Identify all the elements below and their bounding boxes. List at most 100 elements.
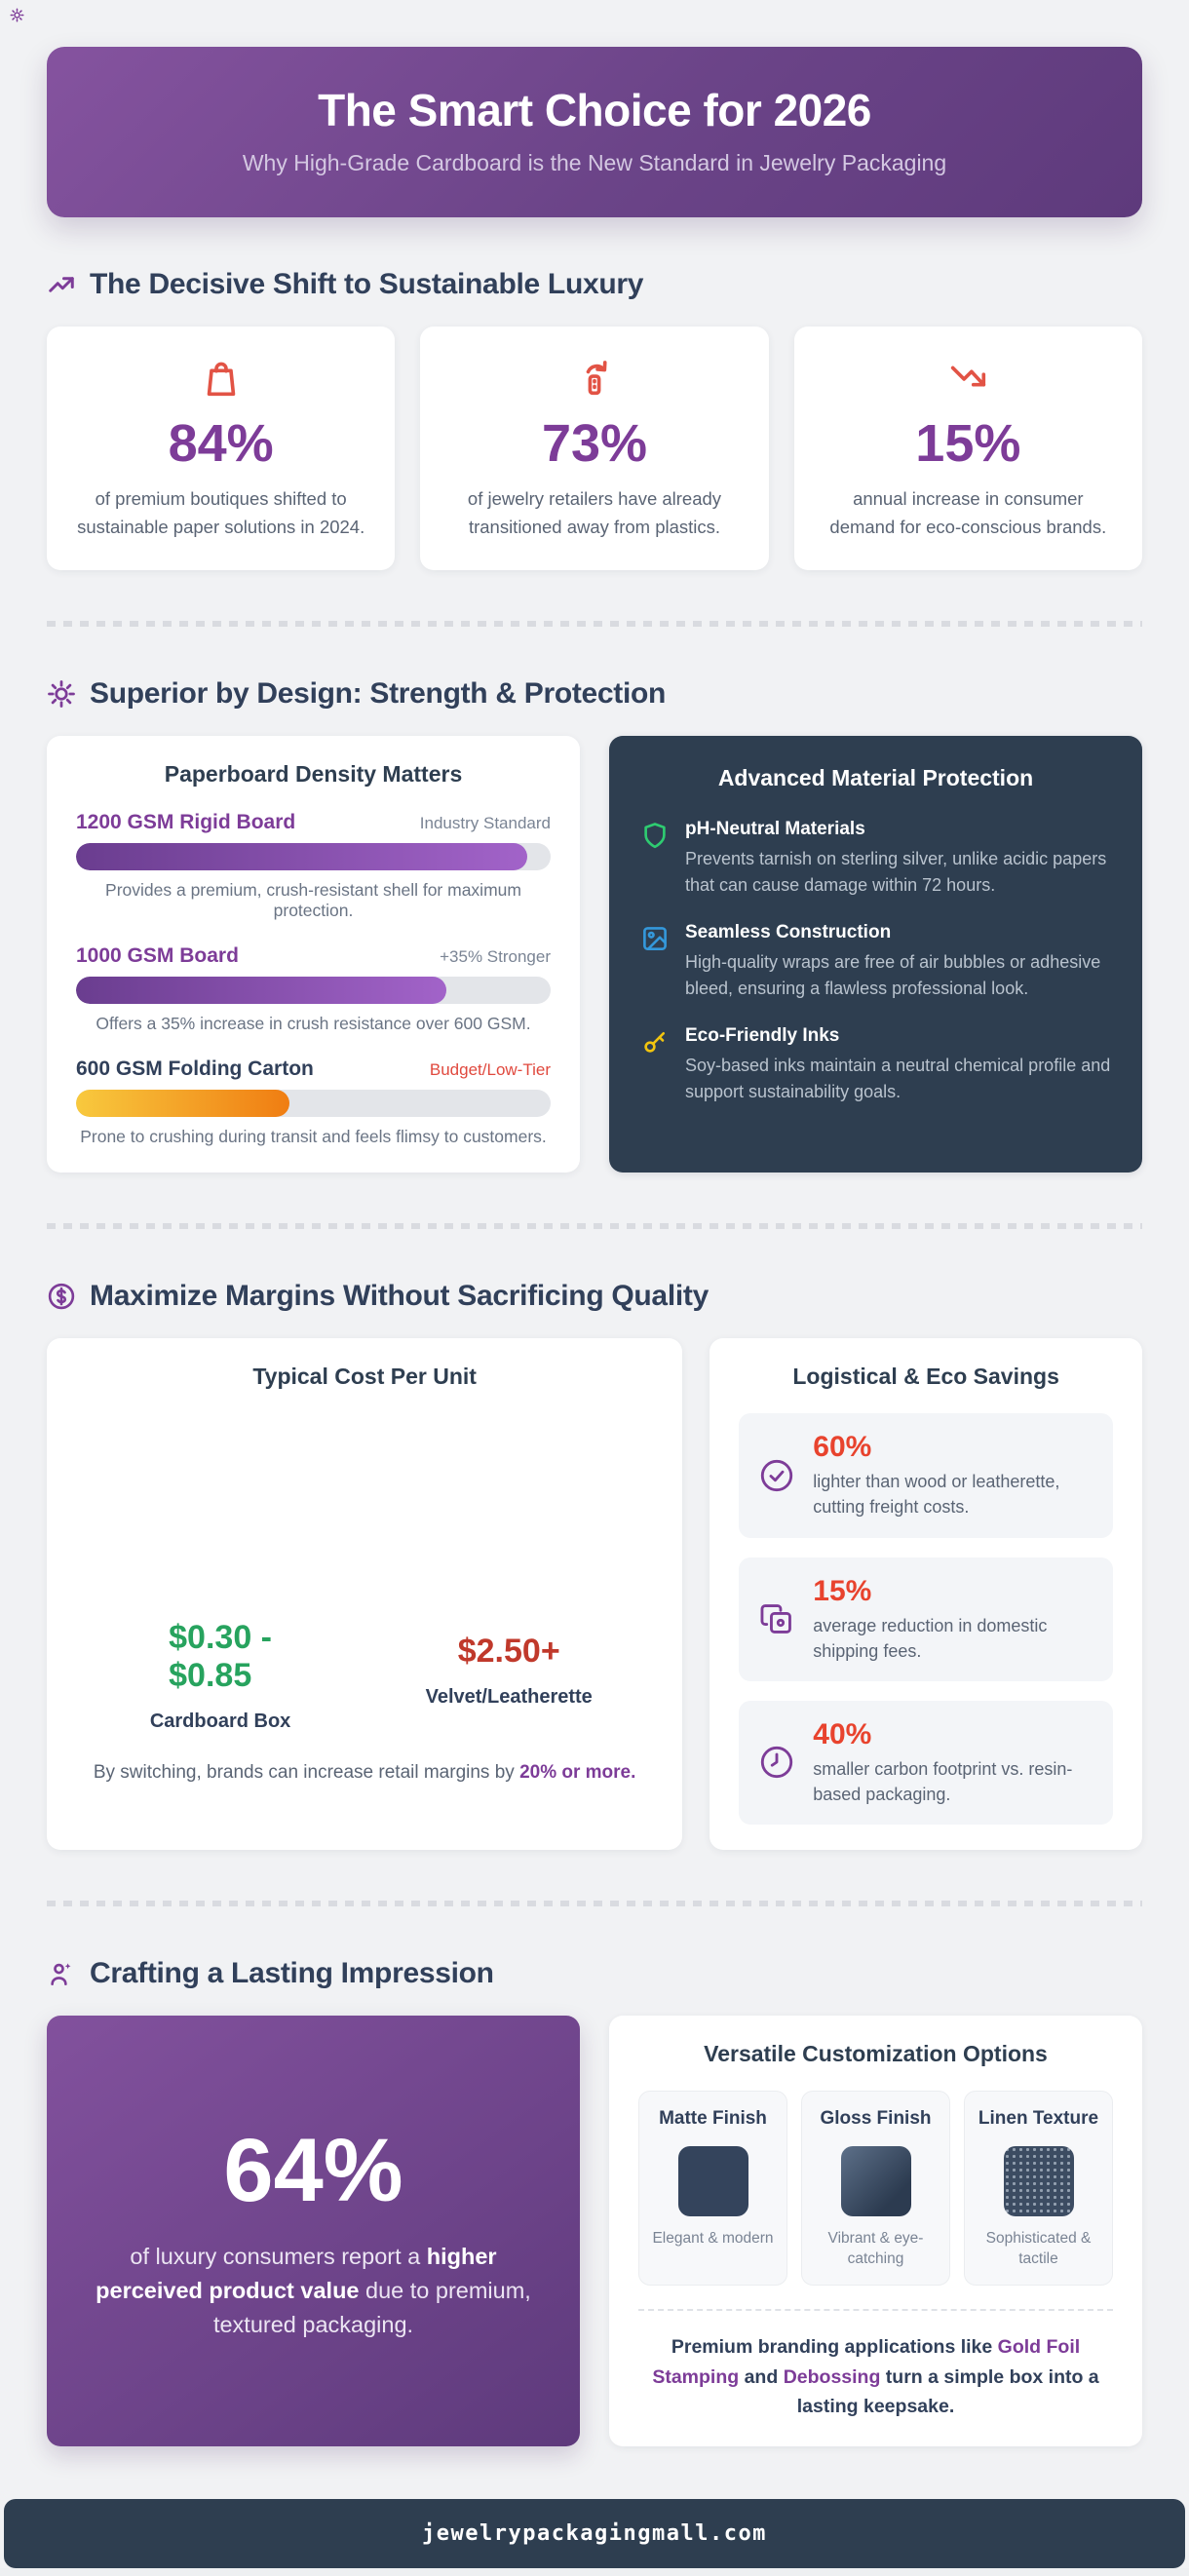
stat-value: 84% (168, 414, 274, 473)
section-title: Superior by Design: Strength & Protectio… (90, 677, 667, 711)
cost-note: By switching, brands can increase retail… (76, 1762, 653, 1784)
progress-bar-fill (76, 843, 527, 871)
finish-desc: Elegant & modern (652, 2229, 774, 2247)
section-heading-impression: Crafting a Lasting Impression (47, 1957, 1142, 1990)
customization-card: Versatile Customization Options Matte Fi… (609, 2015, 1142, 2447)
perceived-value-stat: 64% of luxury consumers report a higher … (47, 2015, 580, 2447)
protection-item-text: Soy-based inks maintain a neutral chemic… (685, 1056, 1111, 1102)
saving-item-weight: 60% lighter than wood or leatherette, cu… (739, 1413, 1113, 1538)
progress-bar-fill (76, 977, 446, 1005)
margins-columns: Typical Cost Per Unit $0.30 - $0.85 Card… (47, 1338, 1142, 1850)
protection-panel-title: Advanced Material Protection (717, 765, 1034, 791)
section-heading-shift: The Decisive Shift to Sustainable Luxury (47, 268, 1142, 301)
finish-option-matte: Matte Finish Elegant & modern (638, 2090, 787, 2287)
density-card: Paperboard Density Matters 1200 GSM Rigi… (47, 736, 580, 1173)
recycle-icon (572, 356, 617, 401)
cardboard-price: $0.30 - $0.85 (169, 1618, 272, 1694)
impression-columns: 64% of luxury consumers report a higher … (47, 2015, 1142, 2447)
finish-desc: Sophisticated & tactile (985, 2229, 1092, 2267)
cost-spacer (76, 1413, 653, 1619)
cost-col-cardboard: $0.30 - $0.85 Cardboard Box (76, 1619, 364, 1733)
big-stat-text-bold: higher perceived product value (96, 2243, 497, 2303)
protection-item-title: pH-Neutral Materials (685, 819, 865, 840)
section-title: Crafting a Lasting Impression (90, 1956, 494, 1989)
protection-item-text: Prevents tarnish on sterling silver, unl… (685, 849, 1107, 896)
matte-swatch (677, 2145, 748, 2216)
cost-card-title: Typical Cost Per Unit (252, 1364, 477, 1390)
density-bar-600gsm: 600 GSM Folding Carton Budget/Low-Tier P… (76, 1057, 551, 1147)
footer-bar: jewelrypackagingmall.com (4, 2499, 1185, 2569)
bar-tag: +35% Stronger (440, 947, 551, 967)
check-circle-icon (758, 1457, 795, 1494)
branding-note: Premium branding applications like Gold … (638, 2309, 1113, 2421)
stat-card-retailers: 73% of jewelry retailers have already tr… (420, 327, 769, 571)
savings-card-title: Logistical & Eco Savings (792, 1364, 1059, 1390)
protection-item-title: Eco-Friendly Inks (685, 1025, 840, 1047)
big-stat-value: 64% (223, 2120, 403, 2220)
savings-card: Logistical & Eco Savings 60% lighter tha… (710, 1338, 1142, 1850)
copy-icon (758, 1600, 795, 1637)
finish-name: Gloss Finish (820, 2107, 932, 2129)
stat-card-demand: 15% annual increase in consumer demand f… (793, 327, 1142, 571)
bar-tag: Budget/Low-Tier (429, 1060, 551, 1080)
section-title: The Decisive Shift to Sustainable Luxury (90, 268, 644, 300)
stat-cards: 84% of premium boutiques shifted to sust… (47, 327, 1142, 571)
protection-panel: Advanced Material Protection pH-Neutral … (609, 736, 1142, 1173)
infographic-page: The Smart Choice for 2026 Why High-Grade… (47, 47, 1142, 2447)
saving-item-shipping: 15% average reduction in domestic shippi… (739, 1557, 1113, 1681)
image-icon (640, 924, 670, 1002)
section-heading-margins: Maximize Margins Without Sacrificing Qua… (47, 1280, 1142, 1313)
website-domain: jewelrypackagingmall.com (422, 2521, 767, 2547)
customization-card-title: Versatile Customization Options (704, 2040, 1048, 2066)
bar-label: 1000 GSM Board (76, 944, 239, 968)
protection-item-title: Seamless Construction (685, 922, 892, 943)
saving-text: smaller carbon footprint vs. resin-based… (813, 1758, 1073, 1804)
corner-gear-icon (10, 8, 24, 22)
gear-icon (47, 679, 76, 709)
dashed-divider (47, 1900, 1142, 1906)
cost-card: Typical Cost Per Unit $0.30 - $0.85 Card… (47, 1338, 683, 1850)
stat-text: of jewelry retailers have already transi… (467, 488, 722, 537)
protection-item-text: High-quality wraps are free of air bubbl… (685, 952, 1101, 999)
density-bar-1000gsm: 1000 GSM Board +35% Stronger Offers a 35… (76, 944, 551, 1034)
velvet-label: Velvet/Leatherette (425, 1685, 593, 1708)
branding-note-accent: Debossing (783, 2365, 881, 2388)
stat-card-boutiques: 84% of premium boutiques shifted to sust… (47, 327, 396, 571)
progress-bar-track (76, 843, 551, 871)
density-card-title: Paperboard Density Matters (164, 761, 463, 788)
linen-swatch (1003, 2145, 1074, 2216)
page-title: The Smart Choice for 2026 (318, 85, 871, 135)
page-subtitle: Why High-Grade Cardboard is the New Stan… (242, 150, 947, 175)
dashed-divider (47, 1223, 1142, 1230)
protection-item-ph-neutral: pH-Neutral Materials Prevents tarnish on… (640, 819, 1111, 899)
key-icon (640, 1027, 670, 1105)
design-columns: Paperboard Density Matters 1200 GSM Rigi… (47, 736, 1142, 1173)
stat-text: annual increase in consumer demand for e… (829, 488, 1107, 537)
section-heading-design: Superior by Design: Strength & Protectio… (47, 677, 1142, 711)
protection-item-inks: Eco-Friendly Inks Soy-based inks maintai… (640, 1025, 1111, 1105)
finish-desc: Vibrant & eye-catching (827, 2229, 924, 2267)
trending-down-icon (945, 356, 990, 401)
bar-caption: Prone to crushing during transit and fee… (80, 1127, 547, 1147)
hero-banner: The Smart Choice for 2026 Why High-Grade… (47, 47, 1142, 217)
branding-note-text: Premium branding applications like (671, 2336, 998, 2359)
saving-value: 40% (813, 1717, 872, 1750)
stat-text: of premium boutiques shifted to sustaina… (77, 488, 365, 537)
bar-caption: Offers a 35% increase in crush resistanc… (96, 1014, 531, 1034)
cardboard-label: Cardboard Box (149, 1710, 291, 1732)
section-title: Maximize Margins Without Sacrificing Qua… (90, 1280, 709, 1313)
stat-value: 15% (915, 414, 1021, 473)
cost-note-text: By switching, brands can increase retail… (93, 1761, 520, 1783)
shopping-bag-icon (199, 356, 244, 401)
finish-name: Matte Finish (659, 2107, 767, 2129)
progress-bar-track (76, 977, 551, 1005)
saving-value: 60% (813, 1431, 872, 1464)
clock-icon (758, 1744, 795, 1781)
saving-text: average reduction in domestic shipping f… (813, 1615, 1048, 1661)
bar-label: 600 GSM Folding Carton (76, 1057, 314, 1081)
saving-item-carbon: 40% smaller carbon footprint vs. resin-b… (739, 1700, 1113, 1825)
finish-option-linen: Linen Texture Sophisticated & tactile (964, 2090, 1113, 2287)
bar-tag: Industry Standard (419, 814, 551, 833)
big-stat-text-part: of luxury consumers report a (130, 2243, 427, 2269)
cost-comparison: $0.30 - $0.85 Cardboard Box $2.50+ Velve… (76, 1619, 653, 1733)
